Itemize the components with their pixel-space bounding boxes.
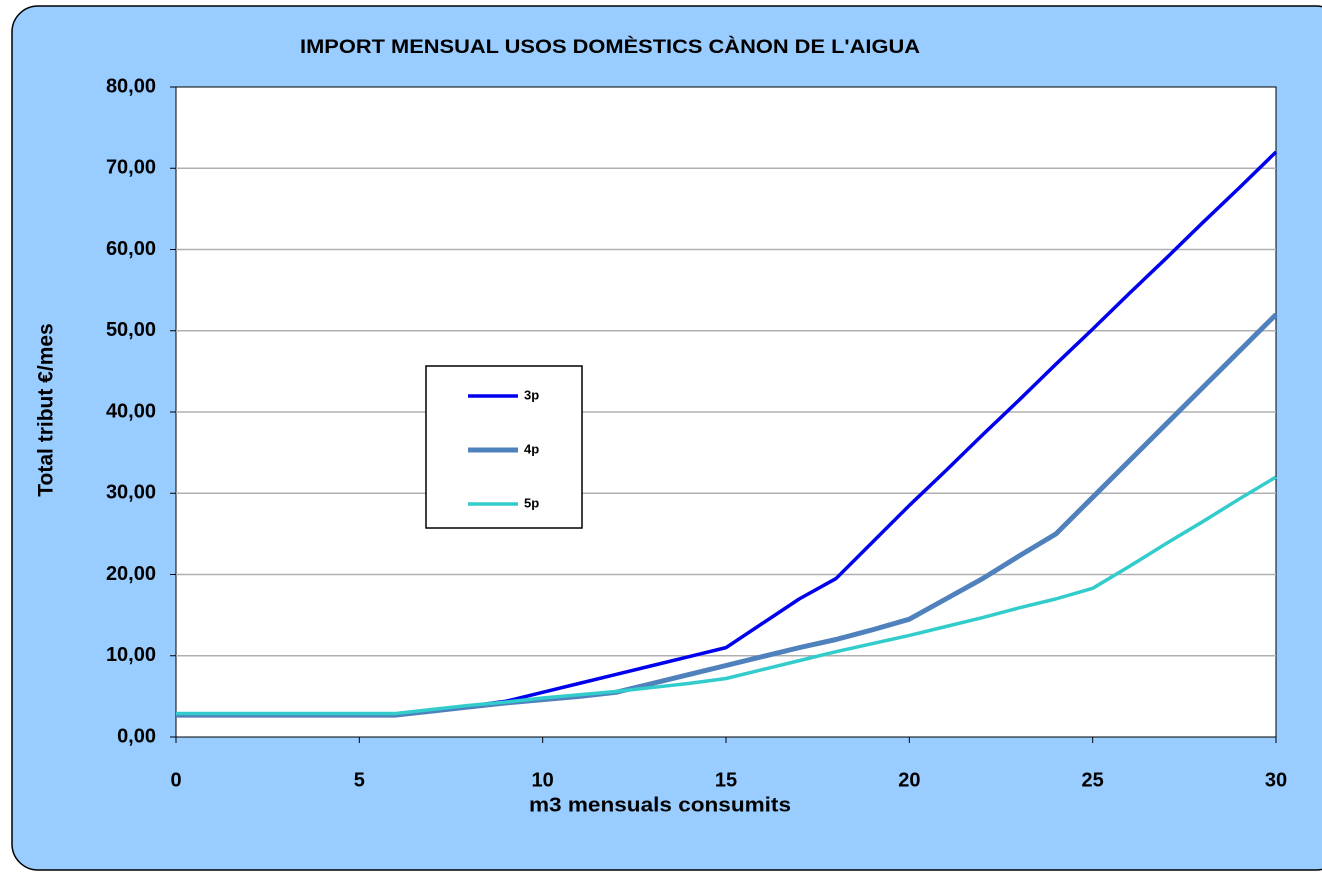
x-tick-label: 5 xyxy=(354,769,365,791)
x-tick-label: 20 xyxy=(898,769,920,791)
chart-title: IMPORT MENSUAL USOS DOMÈSTICS CÀNON DE L… xyxy=(300,36,920,58)
x-axis-label: m3 mensuals consumits xyxy=(529,794,791,816)
y-tick-label: 70,00 xyxy=(106,157,156,179)
y-tick-label: 50,00 xyxy=(106,319,156,341)
y-tick-label: 20,00 xyxy=(106,563,156,585)
legend-label: 3p xyxy=(524,387,539,402)
y-tick-label: 40,00 xyxy=(106,400,156,422)
y-tick-label: 30,00 xyxy=(106,482,156,504)
legend-label: 4p xyxy=(524,441,539,456)
series-line xyxy=(176,475,1277,716)
legend xyxy=(425,365,583,529)
x-tick-label: 15 xyxy=(715,769,737,791)
y-tick-label: 60,00 xyxy=(106,238,156,260)
x-tick-label: 10 xyxy=(532,769,554,791)
y-tick-label: 10,00 xyxy=(106,644,156,666)
y-axis-label: Total tribut €/mes xyxy=(35,323,58,496)
x-tick-label: 25 xyxy=(1082,769,1104,791)
x-tick-label: 0 xyxy=(170,769,181,791)
legend-label: 5p xyxy=(524,495,539,510)
y-tick-label: 0,00 xyxy=(117,725,156,747)
x-tick-label: 30 xyxy=(1265,769,1287,791)
y-tick-label: 80,00 xyxy=(106,75,156,97)
